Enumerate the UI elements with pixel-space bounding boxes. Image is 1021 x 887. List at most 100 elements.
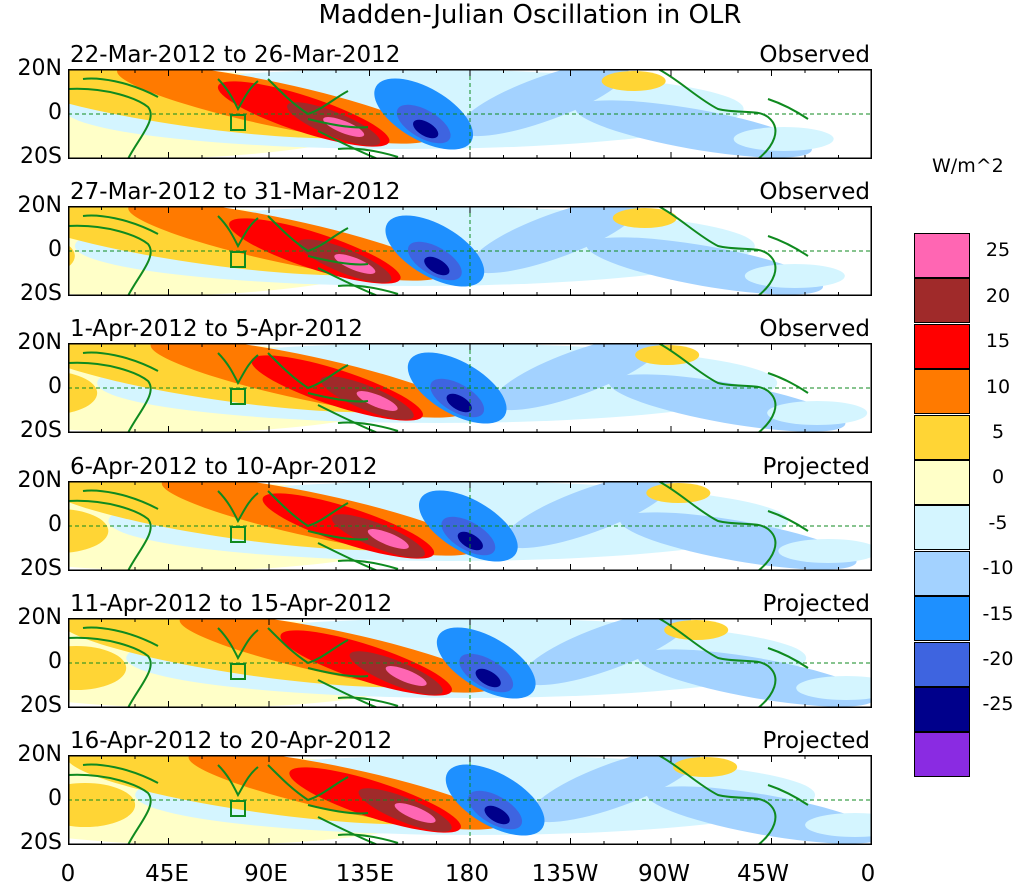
coastline [317, 678, 379, 708]
map-panel: 11-Apr-2012 to 15-Apr-2012 Projected 20N 0 2… [0, 591, 880, 728]
colorbar-level-label: 20 [985, 284, 1011, 307]
lat-label: 20S [20, 281, 62, 307]
main-title: Madden-Julian Oscillation in OLR [318, 0, 742, 30]
colorbar-level-label: 15 [985, 330, 1011, 353]
lat-label: 0 [48, 511, 62, 537]
olr-contour [394, 803, 436, 823]
coastline [217, 78, 259, 112]
colorbar-level-label: 0 [991, 466, 1005, 489]
coastline [767, 509, 809, 532]
map-panel: 27-Mar-2012 to 31-Mar-2012 Observed 20N 0 20… [0, 179, 880, 316]
panel-status: Observed [759, 179, 870, 206]
olr-anomaly-map [68, 480, 872, 571]
olr-contour [68, 373, 98, 414]
olr-contour [601, 71, 666, 91]
lat-label: 20N [17, 193, 62, 219]
panel-date-range: 22-Mar-2012 to 26-Mar-2012 [70, 42, 401, 68]
coastline [767, 235, 809, 258]
coastline [337, 147, 399, 158]
coastline [657, 343, 777, 434]
lon-label-90w: 90W [637, 861, 690, 887]
olr-contour [612, 208, 677, 229]
panel-date-range: 1-Apr-2012 to 5-Apr-2012 [70, 316, 363, 343]
coastline [657, 69, 777, 159]
coastline [82, 626, 159, 647]
olr-anomaly-map [68, 69, 872, 159]
coastline [337, 284, 399, 296]
olr-contour [503, 480, 674, 548]
map-panel: 16-Apr-2012 to 20-Apr-2012 Projected 20N 0 2… [0, 728, 880, 865]
colorbar-level-label: -20 [982, 648, 1014, 670]
olr-contour [805, 813, 872, 837]
region-box [230, 388, 246, 406]
colorbar-swatch [914, 323, 970, 369]
olr-contour [446, 394, 472, 413]
coastline [657, 206, 777, 297]
lat-label: 20S [20, 418, 62, 444]
coastline [657, 480, 777, 571]
colorbar-swatch [914, 278, 970, 324]
coastline [657, 755, 777, 845]
map-panel: 22-Mar-2012 to 26-Mar-2012 Observed 20N 0 20… [0, 42, 880, 179]
coastline [82, 763, 159, 784]
colorbar-level-label: -25 [982, 693, 1014, 716]
coastline [217, 215, 259, 249]
colorbar-swatch [914, 460, 970, 505]
colorbar-swatch [914, 233, 970, 278]
coastline [82, 351, 159, 373]
panel-date-range: 6-Apr-2012 to 10-Apr-2012 [70, 453, 378, 480]
lon-label-180: 180 [445, 861, 489, 887]
olr-contour [484, 805, 510, 825]
coastline [68, 362, 152, 434]
panel-status: Projected [762, 728, 870, 754]
olr-contour [424, 256, 450, 276]
olr-contour [458, 69, 629, 137]
lon-label-0-end: 0 [860, 861, 876, 887]
coastline [307, 804, 369, 815]
colorbar-swatch [914, 369, 970, 415]
coastline [337, 559, 399, 570]
lat-label: 20N [17, 742, 62, 767]
olr-contour [733, 127, 834, 151]
coastline [68, 224, 152, 297]
coastline [307, 255, 369, 266]
coastline [337, 833, 399, 844]
coastline [767, 372, 809, 395]
lat-label: 20S [20, 830, 62, 855]
olr-contour [68, 645, 127, 690]
colorbar-level-label: 10 [985, 375, 1011, 398]
map-frame [68, 617, 872, 708]
coastline [82, 489, 159, 510]
colorbar-swatch [914, 596, 970, 642]
colorbar-swatch [914, 687, 970, 732]
coastline [82, 214, 159, 236]
colorbar-swatch [914, 505, 970, 551]
olr-contour [664, 619, 729, 640]
olr-contour [385, 665, 427, 686]
map-frame [68, 69, 872, 159]
lat-label: 0 [48, 786, 62, 811]
olr-contour [413, 119, 439, 139]
coastline [307, 666, 369, 678]
olr-contour [367, 528, 409, 549]
coastline [217, 764, 259, 798]
coastline [337, 696, 399, 707]
coastline [82, 77, 159, 98]
panel-status: Projected [762, 590, 870, 617]
coastline [68, 773, 152, 845]
coastline [317, 816, 379, 845]
coastline [217, 627, 259, 660]
map-frame [68, 755, 872, 845]
coastline [767, 784, 809, 806]
lon-label-45w: 45W [736, 861, 789, 887]
map-frame [68, 343, 872, 434]
lon-label-90e: 90E [244, 861, 288, 887]
colorbar-swatch [914, 732, 970, 778]
lat-label: 20N [17, 56, 62, 81]
colorbar-level-label: 25 [985, 239, 1011, 262]
coastline [317, 541, 379, 571]
map-frame [68, 480, 872, 571]
olr-anomaly-map [68, 206, 872, 297]
lon-label-135w: 135W [531, 861, 599, 887]
lat-label: 20N [17, 604, 62, 630]
